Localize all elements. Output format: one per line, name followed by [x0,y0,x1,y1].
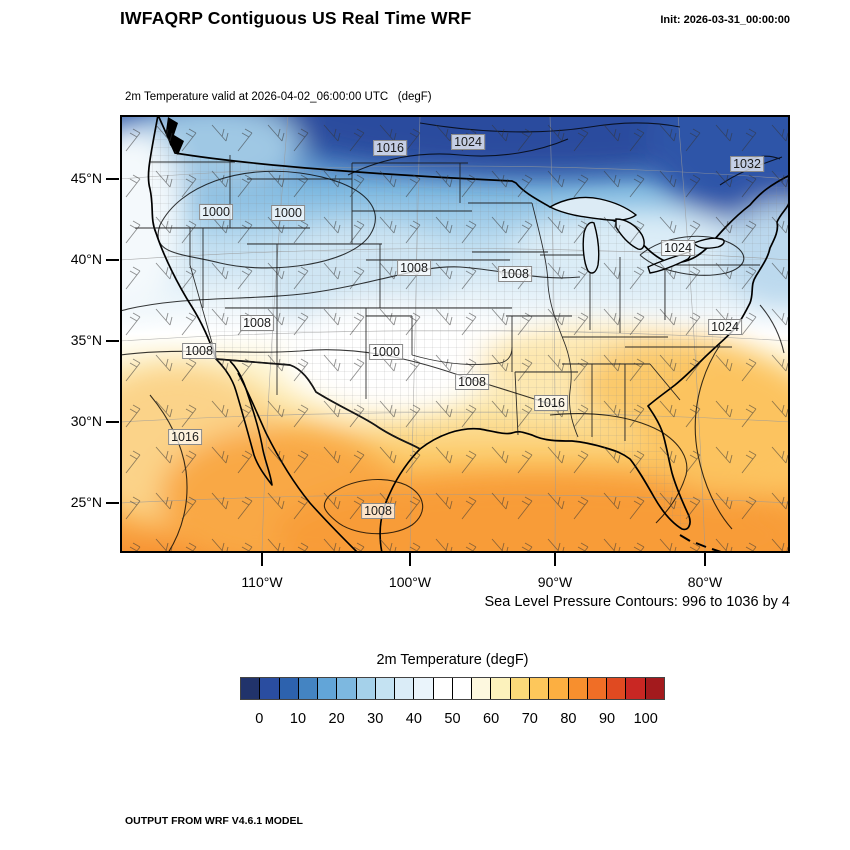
colorbar-cell [241,678,261,699]
footer-model-line: OUTPUT FROM WRF V4.6.1 MODEL [125,815,303,827]
lat-tick-mark [106,178,119,180]
colorbar-tick-label: 100 [633,711,658,727]
colorbar-tick-label: 80 [560,711,577,727]
colorbar-cell [587,678,608,699]
lat-tick-mark [106,259,119,261]
lon-tick-label: 100°W [388,574,432,590]
lat-tick-label: 25°N [70,494,102,510]
page-title: IWFAQRP Contiguous US Real Time WRF [120,8,472,28]
colorbar-cell [433,678,453,699]
lon-tick-label: 110°W [241,574,283,590]
colorbar-tick-label: 40 [405,711,422,727]
colorbar-cell [260,678,280,699]
subtitle-temperature: 2m Temperature valid at 2026-04-02_06:00… [125,91,432,103]
lon-tick-label: 90°W [537,574,573,590]
colorbar-cell [414,678,434,699]
lat-tick-label: 35°N [70,332,102,348]
lon-tick-mark [261,553,263,566]
contour-note: Sea Level Pressure Contours: 996 to 1036… [484,594,791,610]
lat-tick-mark [106,421,119,423]
colorbar-cell [452,678,473,699]
colorbar-cell [529,678,550,699]
model-footer: OUTPUT FROM WRF V4.6.1 MODEL WE = 580 ; … [125,786,553,850]
map-panel: 1016 1024 1032 1000 1000 1024 1008 1008 1024 1008… [120,115,790,553]
init-time-label: Init: 2026-03-31_00:00:00 [660,14,790,26]
colorbar-tick-label: 20 [328,711,345,727]
map-frame [120,115,790,553]
colorbar-tick-label: 70 [521,711,538,727]
colorbar-tick-label: 50 [444,711,461,727]
wind-barbs [120,115,790,553]
colorbar-cell [298,678,319,699]
colorbar-cell [472,678,492,699]
colorbar-cell [279,678,299,699]
colorbar-tick-label: 10 [289,711,307,727]
lat-tick-mark [106,340,119,342]
colorbar-title: 2m Temperature (degF) [376,652,529,668]
lat-tick-label: 45°N [70,170,102,186]
lat-tick-label: 40°N [70,251,102,267]
weather-map [120,115,790,553]
colorbar-cell [607,678,627,699]
colorbar-cell [356,678,376,699]
lon-tick-label: 80°W [687,574,723,590]
colorbar-cell [395,678,415,699]
lat-tick-mark [106,502,119,504]
colorbar-cell [375,678,396,699]
lon-tick-mark [554,553,556,566]
colorbar-tick-label: 30 [367,711,384,727]
colorbar-tick-label: 90 [598,711,616,727]
colorbar-cell [318,678,338,699]
colorbar-cell [337,678,357,699]
lon-tick-mark [704,553,706,566]
colorbar-cell [645,678,664,699]
lat-tick-label: 30°N [70,413,102,429]
colorbar [240,677,665,700]
colorbar-cell [491,678,511,699]
colorbar-tick-label: 60 [483,711,500,727]
colorbar-cell [510,678,530,699]
colorbar-cell [626,678,646,699]
colorbar-tick-label: 0 [255,711,264,727]
lon-tick-mark [409,553,411,566]
colorbar-cell [568,678,588,699]
colorbar-cell [549,678,569,699]
